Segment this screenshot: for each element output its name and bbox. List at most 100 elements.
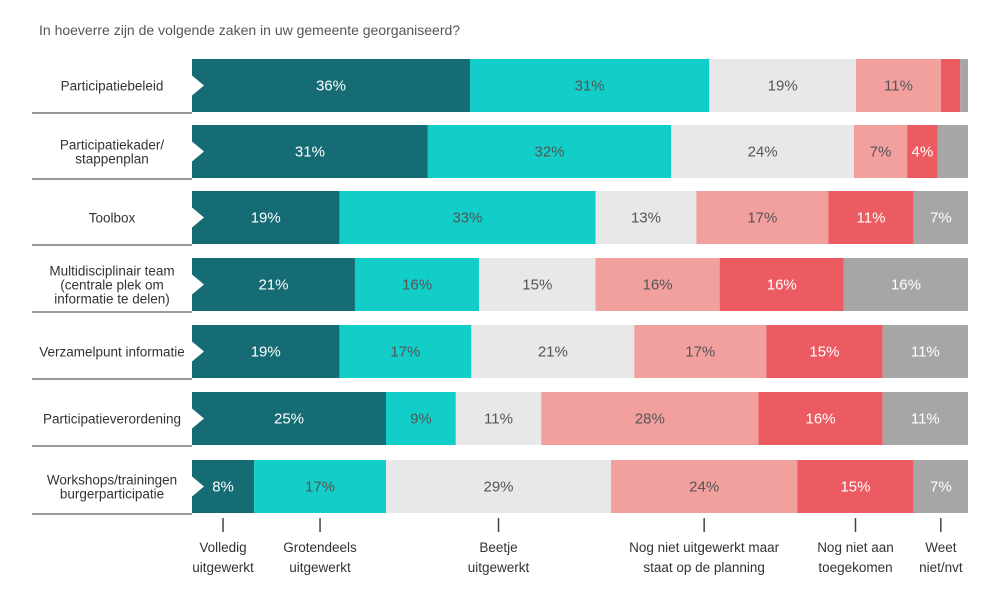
bar-segment bbox=[192, 392, 386, 445]
data-label: 29% bbox=[484, 479, 514, 496]
bar-segment bbox=[427, 125, 672, 178]
legend-label: Grotendeels uitgewerkt bbox=[283, 540, 357, 575]
data-label: 4% bbox=[912, 144, 934, 161]
data-label: 33% bbox=[452, 210, 482, 227]
label-shadow bbox=[32, 310, 192, 313]
data-label: 17% bbox=[305, 479, 335, 496]
bar-segment bbox=[192, 59, 470, 112]
category-label: Participatiebeleid bbox=[61, 79, 164, 94]
data-label: 32% bbox=[535, 144, 565, 161]
bar-segment bbox=[940, 59, 961, 112]
chart-row: 36% 31% 19% 11% Participatiebeleid bbox=[30, 59, 968, 114]
row-pointer bbox=[192, 274, 204, 295]
data-label: 17% bbox=[390, 344, 420, 361]
bar-segment bbox=[843, 258, 968, 311]
bar-segment bbox=[339, 191, 596, 244]
row-pointer bbox=[192, 476, 204, 497]
data-label: 11% bbox=[857, 210, 886, 227]
bar-segment bbox=[455, 392, 542, 445]
label-shadow bbox=[32, 512, 192, 515]
bar-segment bbox=[386, 460, 612, 513]
category-label-box bbox=[30, 125, 192, 178]
data-label: 7% bbox=[870, 144, 892, 161]
data-label: 17% bbox=[685, 344, 715, 361]
data-label: 13% bbox=[631, 210, 661, 227]
row-pointer bbox=[192, 207, 204, 228]
data-label: 8% bbox=[212, 479, 234, 496]
legend-label: Weet niet/nvt bbox=[919, 540, 963, 575]
category-label: Participatieverordening bbox=[43, 412, 181, 427]
data-label: 11% bbox=[884, 78, 913, 95]
label-shadow bbox=[32, 243, 192, 246]
bar-segment bbox=[471, 325, 635, 378]
data-label: 31% bbox=[295, 144, 325, 161]
label-shadow bbox=[32, 111, 192, 114]
category-label: Multidisciplinair team (centrale plek om i… bbox=[49, 264, 174, 307]
data-label: 11% bbox=[911, 344, 940, 361]
data-label: 19% bbox=[251, 344, 281, 361]
data-label: 7% bbox=[930, 479, 952, 496]
category-label-box bbox=[30, 191, 192, 244]
data-label: 25% bbox=[274, 411, 304, 428]
bar-segment bbox=[828, 191, 914, 244]
data-label: 16% bbox=[643, 277, 673, 294]
data-label: 17% bbox=[747, 210, 777, 227]
bar-segment bbox=[856, 59, 941, 112]
chart-row: 25% 9% 11% 28% 16% 11% Participatieverordening bbox=[30, 392, 968, 447]
label-shadow bbox=[32, 377, 192, 380]
bar-segment bbox=[853, 125, 908, 178]
category-label-box bbox=[30, 460, 192, 513]
bar-segment bbox=[479, 258, 596, 311]
bar-segment bbox=[960, 59, 968, 112]
bar-segment bbox=[192, 258, 355, 311]
data-label: 16% bbox=[891, 277, 921, 294]
bar-segment bbox=[937, 125, 968, 178]
data-label: 16% bbox=[767, 277, 797, 294]
data-label: 24% bbox=[689, 479, 719, 496]
bar-segment bbox=[611, 460, 798, 513]
data-label: 7% bbox=[930, 210, 952, 227]
bar-segment bbox=[797, 460, 914, 513]
data-label: 21% bbox=[258, 277, 288, 294]
data-label: 31% bbox=[575, 78, 605, 95]
chart-row: 19% 17% 21% 17% 15% 11% Verzamelpunt informati… bbox=[30, 325, 968, 380]
bar-segment bbox=[386, 392, 456, 445]
data-label: 11% bbox=[911, 411, 940, 428]
bar-segment bbox=[192, 191, 340, 244]
chart-row: 8% 17% 29% 24% 15% 7% Workshops/trainingen burg… bbox=[30, 460, 968, 515]
legend-label: Volledig uitgewerkt bbox=[192, 540, 254, 575]
bar-segment bbox=[541, 392, 759, 445]
bar-segment bbox=[192, 325, 340, 378]
data-label: 36% bbox=[316, 78, 346, 95]
bar-segment bbox=[709, 59, 857, 112]
label-shadow bbox=[32, 444, 192, 447]
legend-label: Nog niet uitgewerkt maar staat op de plan… bbox=[629, 540, 780, 575]
legend-label: Beetje uitgewerkt bbox=[468, 540, 530, 575]
bar-segment bbox=[758, 392, 883, 445]
chart-title: In hoeverre zijn de volgende zaken in uw… bbox=[39, 22, 460, 38]
data-label: 19% bbox=[768, 78, 798, 95]
bar-segment bbox=[595, 191, 697, 244]
bar-segment bbox=[696, 191, 829, 244]
bar-segment bbox=[469, 59, 710, 112]
data-label: 21% bbox=[538, 344, 568, 361]
category-label: Verzamelpunt informatie bbox=[39, 345, 185, 360]
category-label-box bbox=[30, 325, 192, 378]
bar-segment bbox=[907, 125, 938, 178]
category-label-box bbox=[30, 258, 192, 311]
bar-segment bbox=[913, 191, 968, 244]
category-label: Participatiekader/stappenplan bbox=[60, 138, 165, 167]
chart-row: 21% 16% 15% 16% 16% 16% Multidisciplinair team… bbox=[30, 258, 968, 313]
bar-segment bbox=[766, 325, 883, 378]
bar-segment bbox=[354, 258, 480, 311]
data-label: 28% bbox=[635, 411, 665, 428]
bar-segment bbox=[339, 325, 472, 378]
row-pointer bbox=[192, 141, 204, 162]
data-label: 15% bbox=[522, 277, 552, 294]
data-label: 16% bbox=[402, 277, 432, 294]
category-label: Workshops/trainingen burgerparticipatie bbox=[47, 473, 177, 502]
row-pointer bbox=[192, 75, 204, 96]
category-label: Toolbox bbox=[89, 211, 136, 226]
data-label: 24% bbox=[748, 144, 778, 161]
